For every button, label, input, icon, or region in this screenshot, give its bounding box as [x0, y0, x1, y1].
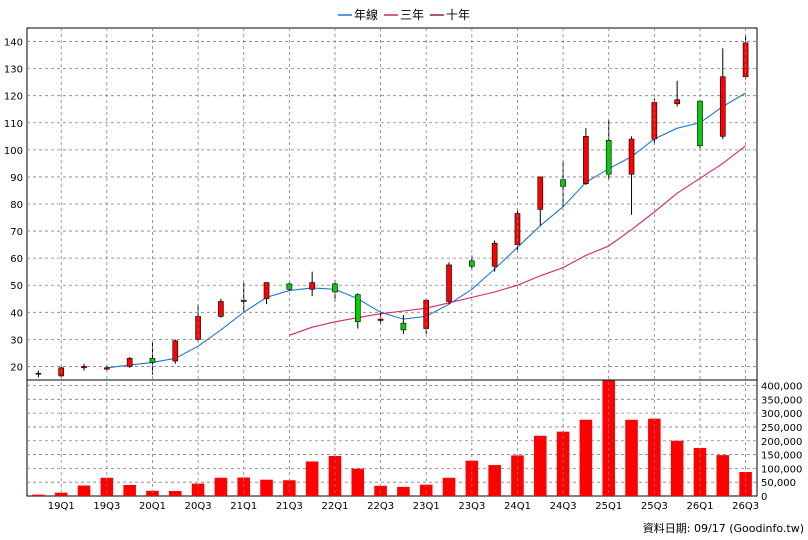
candle-body — [377, 318, 384, 321]
price-panel: 20 30 40 50 60 70 80 90 100 110 120 130 140 — [4, 27, 758, 497]
volume-bar — [260, 479, 273, 496]
volume-tick-label: 100,000 — [761, 464, 802, 475]
volume-bar — [191, 483, 205, 496]
volume-bar — [169, 491, 182, 496]
candle-body — [537, 176, 544, 210]
volume-bar — [123, 484, 136, 496]
x-tick-label: 25Q3 — [641, 501, 668, 512]
volume-bar — [693, 447, 707, 496]
x-tick-label: 24Q3 — [550, 501, 577, 512]
volume-bar — [488, 465, 501, 496]
volume-bar — [534, 435, 547, 496]
x-tick-label: 20Q3 — [185, 501, 212, 512]
x-tick-label: 26Q3 — [732, 501, 759, 512]
volume-bar — [351, 468, 365, 496]
data-date-footer: 資料日期: 09/17 (Goodinfo.tw) — [643, 521, 804, 535]
candle-body — [674, 99, 680, 105]
volume-bar — [625, 419, 638, 496]
candle-body — [126, 358, 133, 367]
price-tick-label: 130 — [4, 65, 23, 76]
x-tick-label: 19Q1 — [48, 501, 75, 512]
volume-bar — [32, 494, 45, 496]
candle-body — [605, 140, 612, 175]
price-tick-label: 100 — [4, 146, 23, 157]
candle-body — [400, 322, 407, 331]
price-tick-label: 40 — [10, 308, 23, 319]
volume-bar — [146, 490, 159, 496]
volume-tick-label: 200,000 — [761, 437, 802, 448]
legend: 年線 三年 十年 — [338, 7, 470, 22]
x-tick-label: 22Q1 — [321, 501, 348, 512]
x-tick-label: 25Q1 — [595, 501, 622, 512]
volume-tick-label: 300,000 — [761, 409, 802, 420]
candle-body — [35, 372, 42, 375]
volume-tick-label: 0 — [761, 492, 767, 503]
price-tick-label: 60 — [10, 254, 23, 265]
price-tick-label: 110 — [4, 119, 23, 130]
x-tick-label: 23Q3 — [458, 501, 485, 512]
volume-bar — [648, 418, 661, 496]
volume-tick-label: 150,000 — [761, 451, 802, 462]
candle-body — [628, 138, 635, 175]
x-tick-label: 21Q1 — [230, 501, 257, 512]
candle-body — [104, 367, 110, 370]
candle-body — [491, 242, 498, 267]
volume-bar — [511, 455, 524, 496]
x-tick-label: 20Q1 — [139, 501, 166, 512]
volume-tick-label: 50,000 — [761, 478, 796, 489]
volume-bar — [739, 471, 752, 496]
x-axis: 19Q1 19Q3 20Q1 20Q3 21Q1 21Q3 22Q1 22Q3 23Q1 23Q3… — [48, 28, 759, 512]
volume-bar — [77, 485, 91, 496]
price-tick-label: 30 — [10, 335, 23, 346]
volume-bar — [579, 419, 593, 496]
candle-body — [172, 340, 179, 362]
legend-label-annual: 年線 — [354, 7, 378, 22]
volume-tick-label: 400,000 — [761, 382, 802, 393]
volume-bar — [670, 440, 684, 496]
volume-bar — [305, 461, 319, 496]
volume-bar — [328, 455, 342, 496]
volume-bar — [397, 486, 410, 496]
volume-bar — [556, 431, 570, 496]
plot-frame — [26, 27, 758, 497]
candle-body — [263, 282, 270, 300]
price-tick-label: 120 — [4, 92, 23, 103]
x-tick-label: 24Q1 — [504, 501, 531, 512]
price-tick-label: 80 — [10, 200, 23, 211]
candle-body — [81, 366, 87, 369]
candle-body — [309, 282, 315, 290]
x-tick-label: 22Q3 — [367, 501, 394, 512]
volume-bar — [442, 477, 456, 496]
volume-bar — [214, 477, 228, 496]
x-tick-label: 21Q3 — [276, 501, 303, 512]
x-tick-label: 26Q1 — [686, 501, 713, 512]
legend-label-three-year: 三年 — [400, 8, 424, 22]
price-tick-label: 50 — [10, 281, 23, 292]
candle-body — [218, 301, 224, 317]
volume-panel: 0 50,000 100,000 150,000 200,000 250,000 300,0… — [27, 380, 802, 503]
legend-label-ten-year: 十年 — [446, 8, 470, 22]
candle-body — [354, 294, 361, 323]
volume-bar — [283, 480, 296, 496]
x-tick-label: 19Q3 — [93, 501, 120, 512]
three-year-ma-line — [289, 145, 746, 336]
price-tick-label: 70 — [10, 227, 23, 238]
candle-body — [446, 264, 452, 302]
volume-bar — [54, 492, 68, 496]
price-tick-label: 20 — [10, 362, 23, 373]
x-tick-label: 23Q1 — [413, 501, 440, 512]
candle-body — [719, 76, 726, 137]
price-tick-label: 90 — [10, 173, 23, 184]
price-tick-label: 140 — [4, 38, 23, 49]
volume-tick-label: 250,000 — [761, 423, 802, 434]
volume-tick-label: 350,000 — [761, 395, 802, 406]
candle-body — [583, 136, 589, 184]
volume-bar — [716, 455, 730, 496]
